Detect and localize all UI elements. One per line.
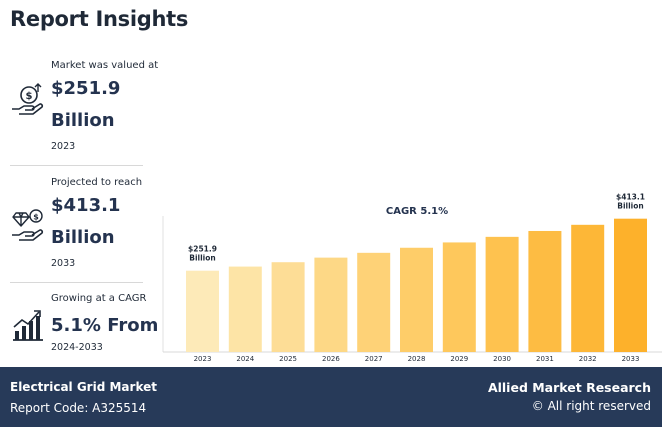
copyright: © All right reserved [531,399,651,413]
bar-2025 [271,262,305,352]
bar-2024 [228,266,262,352]
svg-text:$: $ [33,213,39,222]
x-tick-label: 2027 [365,355,383,363]
bar-chart: 2023 2024 2025 2026 2027 2028 2029 2030 2031 2032… [162,193,662,363]
x-tick-label: 2030 [493,355,511,363]
bar-2032 [571,224,605,352]
stat-value-unit: Billion [51,110,115,131]
svg-text:$: $ [26,91,33,102]
stat-market-value: Market was valued at $ $251.9 Billion 20… [10,60,160,160]
x-tick-label: 2031 [536,355,554,363]
chart-title: CAGR 5.1% [386,206,448,217]
diamond-hand-icon: $ [12,209,44,241]
divider [10,165,143,166]
stat-period: 2033 [51,258,76,269]
stat-value: 5.1% From [51,315,159,336]
bar-2033 [614,218,647,352]
market-name: Electrical Grid Market [10,380,157,394]
stat-period: 2023 [51,141,76,152]
x-tick-label: 2026 [322,355,340,363]
stat-period: 2024-2033 [51,342,103,353]
growth-chart-icon [13,310,43,341]
divider [10,282,143,283]
brand-name: Allied Market Research [487,380,651,395]
bar-2029 [442,242,476,352]
stat-caption: Projected to reach [51,177,143,188]
data-label: Billion [617,202,644,211]
report-code: Report Code: A325514 [10,401,147,415]
x-tick-label: 2025 [279,355,297,363]
bar-2023 [186,270,219,352]
x-tick-label: 2028 [408,355,426,363]
bar-2026 [314,257,348,352]
data-label: Billion [189,254,216,263]
bar-2027 [357,252,391,352]
footer: Electrical Grid Market Report Code: A325… [0,367,662,427]
data-label: $413.1 [616,193,645,202]
stat-value: $413.1 [51,195,121,216]
money-hand-icon: $ [12,83,44,115]
stat-caption: Growing at a CAGR [51,293,147,304]
x-tick-label: 2023 [194,355,212,363]
bar-2031 [528,230,562,352]
stat-value: $251.9 [51,78,121,99]
stat-caption: Market was valued at [51,60,159,71]
x-tick-label: 2029 [450,355,468,363]
stat-cagr: Growing at a CAGR 5.1% From 2024-2033 [10,293,160,363]
stat-value-unit: Billion [51,227,115,248]
stat-projected-value: Projected to reach $ $413.1 Billion 2033 [10,177,160,277]
page-title: Report Insights [10,7,189,31]
bar-2028 [400,247,433,352]
x-tick-label: 2024 [236,355,254,363]
x-tick-label: 2033 [622,355,640,363]
x-tick-label: 2032 [579,355,597,363]
data-label: $251.9 [188,245,217,254]
bar-2030 [485,236,519,352]
